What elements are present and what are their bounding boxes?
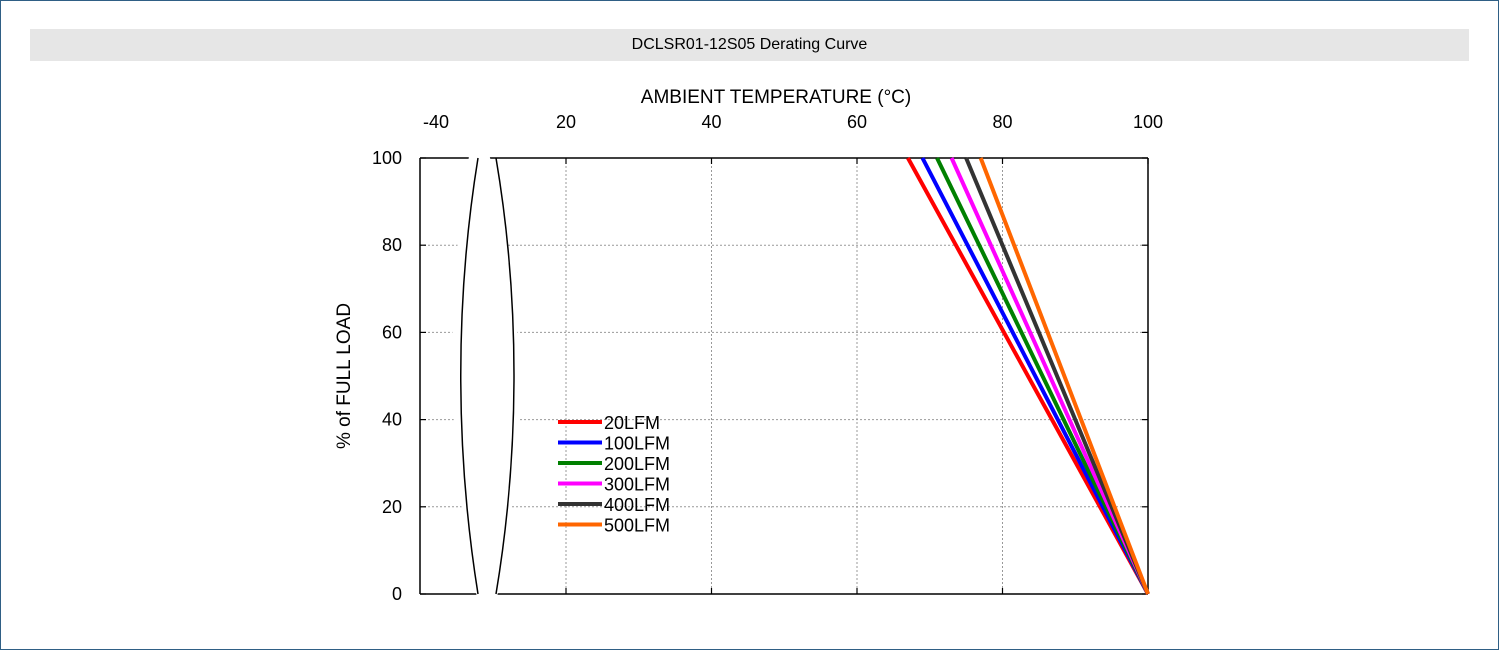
y-tick-label: 60 [382,322,402,342]
x-tick-label: 40 [701,112,721,132]
legend-label-20lfm: 20LFM [604,413,660,433]
y-axis-title: % of FULL LOAD [334,303,355,449]
series-line-200lfm [935,157,1150,595]
legend-label-200lfm: 200LFM [604,454,670,474]
y-tick-label: 0 [392,584,402,604]
legend-label-400lfm: 400LFM [604,495,670,515]
y-tick-label: 20 [382,497,402,517]
axis-break-left [460,157,479,595]
x-tick-label: -40 [423,112,449,132]
legend-label-500lfm: 500LFM [604,516,670,536]
series-line-500lfm [978,157,1150,595]
axis-break-right [495,157,515,595]
y-tick-label: 40 [382,410,402,430]
x-tick-label: 20 [556,112,576,132]
x-tick-label: 80 [992,112,1012,132]
axis-break-mask [452,150,520,602]
chart-title: DCLSR01-12S05 Derating Curve [631,36,868,53]
y-tick-label: 80 [382,235,402,255]
legend-label-300lfm: 300LFM [604,475,670,495]
series-line-100lfm [920,157,1150,595]
x-tick-label: 100 [1133,112,1163,132]
y-tick-label: 100 [372,148,402,168]
series-line-20lfm [906,157,1150,595]
title-bar: DCLSR01-12S05 Derating Curve [30,29,1469,61]
x-axis-title: AMBIENT TEMPERATURE (°C) [641,87,911,108]
series-line-400lfm [964,157,1150,595]
legend-label-100lfm: 100LFM [604,434,670,454]
x-tick-label: 60 [847,112,867,132]
series-line-300lfm [949,157,1150,595]
